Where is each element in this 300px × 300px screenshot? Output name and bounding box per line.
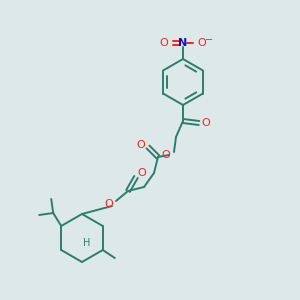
Text: H: H [83,238,91,248]
Text: O: O [162,150,170,160]
Text: O: O [136,140,146,150]
Text: O: O [202,118,210,128]
Text: N: N [178,38,188,48]
Text: −: − [205,35,213,45]
Text: O: O [198,38,206,48]
Text: O: O [105,199,113,209]
Text: O: O [138,168,146,178]
Text: O: O [160,38,168,48]
